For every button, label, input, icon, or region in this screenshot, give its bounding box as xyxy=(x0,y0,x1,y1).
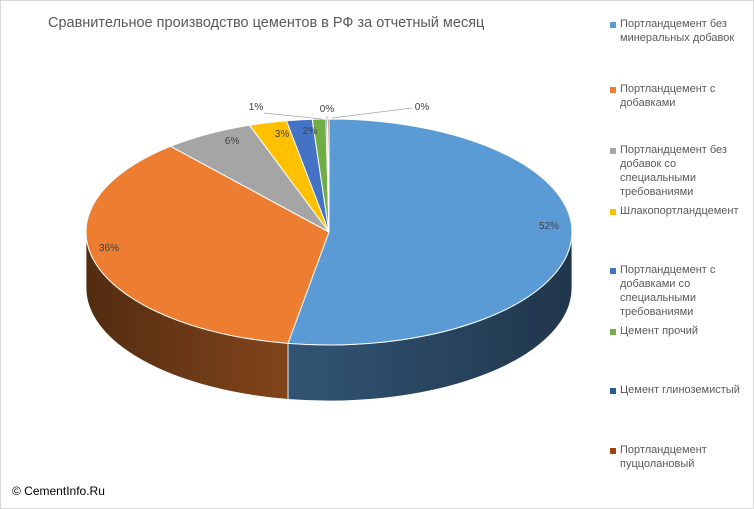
data-label-1: 36% xyxy=(99,243,119,254)
data-label-5: 1% xyxy=(249,102,264,113)
pie-slice-7 xyxy=(326,118,330,233)
data-label-4: 2% xyxy=(303,126,318,137)
legend-swatch xyxy=(610,448,616,454)
legend-swatch xyxy=(610,268,616,274)
data-label-2: 6% xyxy=(225,136,240,147)
legend-item: Цемент глиноземистый xyxy=(610,383,750,397)
chart-title: Сравнительное производство цементов в РФ… xyxy=(48,15,485,31)
legend-swatch xyxy=(610,209,616,215)
legend-item: Портландцемент с добавками со специальными… xyxy=(610,263,750,319)
legend-swatch xyxy=(610,148,616,154)
data-label-3: 3% xyxy=(275,129,290,140)
legend-label: Портландцемент без добавок со специальными… xyxy=(620,144,727,198)
legend-swatch xyxy=(610,87,616,93)
pie-slice-1 xyxy=(85,145,330,344)
legend-label: Цемент прочий xyxy=(620,325,699,337)
legend-label: Портландцемент без минеральных добавок xyxy=(620,18,735,44)
legend-item: Портландцемент без минеральных добавок xyxy=(610,17,750,45)
data-label-6: 0% xyxy=(320,104,335,115)
legend-swatch xyxy=(610,329,616,335)
legend-label: Портландцемент пуццолановый xyxy=(620,444,707,470)
leader-line-2 xyxy=(331,107,413,119)
legend-item: Портландцемент с добавками xyxy=(610,82,750,110)
leader-line-0 xyxy=(263,112,323,120)
legend-item: Портландцемент пуццолановый xyxy=(610,443,750,471)
legend-item: Цемент прочий xyxy=(610,324,750,338)
data-label-0: 52% xyxy=(539,221,559,232)
legend-label: Цемент глиноземистый xyxy=(620,384,740,396)
pie-slice-0 xyxy=(287,118,573,346)
legend-swatch xyxy=(610,388,616,394)
legend-label: Портландцемент с добавками xyxy=(620,83,716,109)
legend-item: Шлакопортландцемент xyxy=(610,204,750,218)
data-label-7: 0% xyxy=(415,102,430,113)
legend-label: Портландцемент с добавками со специальными… xyxy=(620,264,716,318)
copyright-text: © CementInfo.Ru xyxy=(12,484,105,498)
legend-item: Портландцемент без добавок со специальными… xyxy=(610,143,750,199)
legend-swatch xyxy=(610,22,616,28)
legend-label: Шлакопортландцемент xyxy=(620,205,739,217)
